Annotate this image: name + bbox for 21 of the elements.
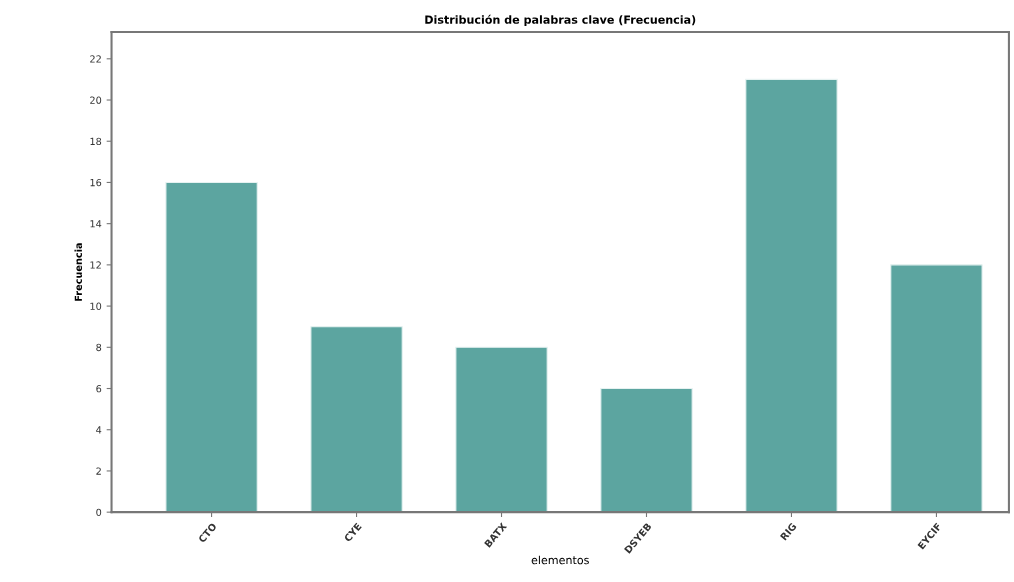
- y-tick-label: 18: [90, 137, 102, 146]
- y-tick-label: 4: [96, 426, 102, 434]
- y-tick-label: 20: [90, 96, 102, 104]
- bar: [745, 78, 838, 513]
- chart-title: Distribución de palabras clave (Frecuencia): [425, 14, 696, 26]
- y-tick-label: 8: [96, 343, 102, 352]
- bar: [310, 326, 403, 513]
- bar: [165, 181, 258, 513]
- y-tick-label: 10: [90, 302, 102, 310]
- y-tick-label: 16: [90, 178, 102, 187]
- y-tick-label: 0: [96, 508, 102, 516]
- bar: [600, 387, 693, 513]
- y-tick-label: 2: [96, 467, 101, 475]
- bar: [890, 264, 983, 513]
- y-tick-label: 12: [90, 261, 101, 269]
- y-axis-title: Frecuencia: [74, 243, 83, 301]
- y-tick-label: 22: [90, 55, 101, 63]
- y-tick-label: 6: [96, 384, 102, 393]
- x-axis-title: elementos: [531, 555, 589, 565]
- bar: [455, 346, 548, 513]
- y-tick-label: 14: [90, 220, 102, 228]
